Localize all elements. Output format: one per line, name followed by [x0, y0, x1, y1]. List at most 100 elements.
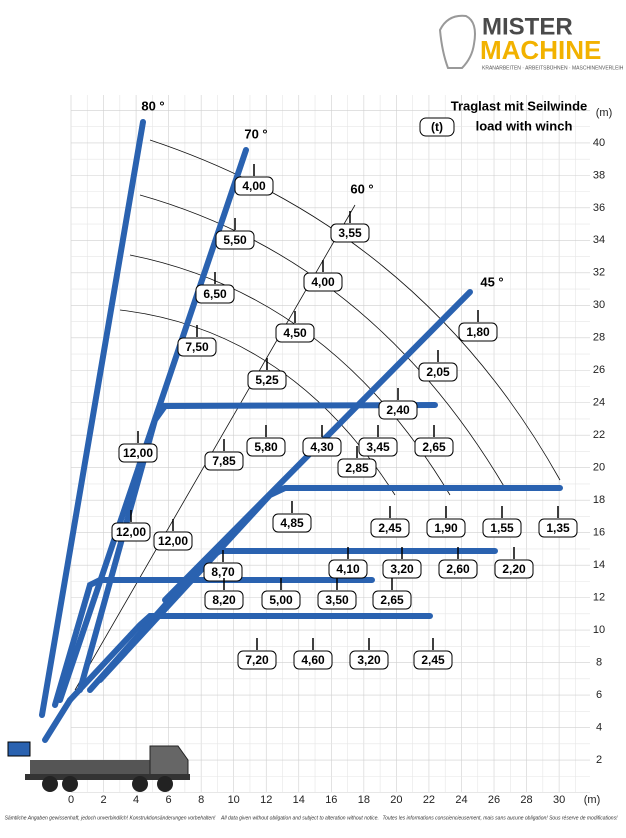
y-tick-label: 34: [593, 234, 605, 246]
load-box: [234, 176, 274, 196]
footer-de: Sämtliche Angaben gewissenhaft, jedoch u…: [5, 815, 216, 821]
y-tick-label: 30: [593, 299, 605, 311]
load-label: 5,50: [223, 233, 247, 247]
angle-label: 70 °: [244, 126, 267, 141]
load-label: 8,70: [211, 565, 235, 579]
load-label: 4,60: [301, 653, 325, 667]
logo-line2: MACHINE: [480, 35, 601, 65]
load-box: [302, 437, 342, 457]
wheel: [157, 776, 173, 792]
load-label: 4,30: [310, 440, 334, 454]
y-tick-label: 14: [593, 559, 605, 571]
y-tick-label: 20: [593, 462, 605, 474]
load-label: 7,20: [245, 653, 269, 667]
load-box: [330, 223, 370, 243]
x-unit: (m): [584, 794, 601, 806]
load-label: 5,80: [254, 440, 278, 454]
angle-label: 80 °: [141, 98, 164, 113]
load-box: [358, 437, 398, 457]
x-tick-label: 30: [553, 794, 565, 806]
load-label: 6,50: [203, 287, 227, 301]
y-tick-label: 28: [593, 332, 605, 344]
load-box: [337, 458, 377, 478]
load-label: 2,45: [421, 653, 445, 667]
cab: [149, 745, 189, 779]
load-label: 4,00: [242, 179, 266, 193]
load-box: [303, 272, 343, 292]
unit: (t): [431, 120, 443, 134]
load-box: [438, 559, 478, 579]
load-label: 3,55: [338, 226, 362, 240]
boom-11: [67, 613, 433, 703]
load-box: [204, 590, 244, 610]
load-label: 8,20: [212, 593, 236, 607]
x-tick-label: 6: [166, 794, 172, 806]
y-tick-label: 16: [593, 527, 605, 539]
x-tick-label: 26: [488, 794, 500, 806]
footer-fr: Toutes les informations consciencieuseme…: [383, 815, 619, 821]
truck: [7, 741, 190, 792]
load-label: 3,50: [325, 593, 349, 607]
y-tick-label: 8: [596, 656, 602, 668]
load-box: [177, 337, 217, 357]
load-box: [413, 650, 453, 670]
unit-box: [419, 117, 455, 137]
load-box: [458, 322, 498, 342]
subtitle: load with winch: [476, 118, 573, 133]
y-tick-label: 22: [593, 429, 605, 441]
load-label: 4,85: [280, 516, 304, 530]
load-box: [418, 362, 458, 382]
load-box: [195, 284, 235, 304]
boom-24: [77, 402, 438, 693]
y-tick-label: 6: [596, 689, 602, 701]
load-box: [111, 522, 151, 542]
y-tick-label: 4: [596, 721, 602, 733]
load-label: 4,50: [283, 326, 307, 340]
x-tick-label: 2: [100, 794, 106, 806]
load-box: [494, 559, 534, 579]
y-tick-label: 32: [593, 267, 605, 279]
basket: [7, 741, 31, 757]
load-label: 4,10: [336, 562, 360, 576]
load-label: 1,35: [546, 521, 570, 535]
load-box: [414, 437, 454, 457]
load-box: [118, 443, 158, 463]
boom-80: [39, 119, 146, 718]
wheel: [62, 776, 78, 792]
load-label: 2,40: [386, 403, 410, 417]
load-label: 5,00: [269, 593, 293, 607]
x-tick-label: 16: [325, 794, 337, 806]
load-box: [372, 590, 412, 610]
x-tick-label: 14: [293, 794, 305, 806]
load-box: [203, 562, 243, 582]
y-tick-label: 36: [593, 202, 605, 214]
title: Traglast mit Seilwinde: [451, 98, 588, 113]
load-label: 5,25: [255, 373, 279, 387]
load-box: [426, 518, 466, 538]
load-label: 7,85: [212, 454, 236, 468]
load-label: 4,00: [311, 275, 335, 289]
y-tick-label: 26: [593, 364, 605, 376]
y-tick-label: 2: [596, 754, 602, 766]
x-tick-label: 22: [423, 794, 435, 806]
y-tick-label: 24: [593, 397, 605, 409]
x-tick-label: 0: [68, 794, 74, 806]
boom-18: [97, 485, 563, 683]
arc: [149, 139, 561, 481]
logo-head: [438, 14, 476, 69]
y-tick-label: 12: [593, 592, 605, 604]
arc: [139, 194, 506, 489]
logo-tagline: KRANARBEITEN · ARBEITSBÜHNEN · MASCHINEN…: [482, 64, 624, 71]
footer-en: All data given without obligation and su…: [220, 815, 379, 821]
load-box: [246, 437, 286, 457]
x-tick-label: 8: [198, 794, 204, 806]
load-label: 2,85: [345, 461, 369, 475]
wheel: [42, 776, 58, 792]
load-label: 3,45: [366, 440, 390, 454]
load-box: [275, 323, 315, 343]
boom-base: [42, 697, 73, 743]
y-tick-label: 18: [593, 494, 605, 506]
x-tick-label: 20: [390, 794, 402, 806]
chassis: [30, 760, 165, 774]
